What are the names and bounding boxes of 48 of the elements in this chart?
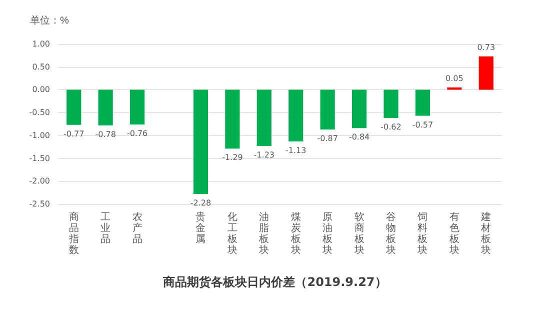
data-label: -0.77: [64, 129, 84, 138]
data-label: -1.29: [222, 153, 243, 162]
bar: [384, 90, 398, 118]
bar: [288, 90, 304, 142]
bar: [66, 90, 82, 125]
data-label: -0.84: [348, 132, 370, 142]
data-label: 0.73: [477, 42, 496, 52]
data-label: -0.57: [412, 120, 434, 130]
y-tick-label: -2.00: [29, 176, 50, 186]
bar: [130, 90, 145, 124]
bar: [225, 90, 240, 149]
x-tick-label: 有色板块: [448, 211, 460, 256]
y-tick-label: 0.50: [32, 62, 50, 72]
x-tick-label: 商品指数: [68, 211, 79, 256]
bar: [256, 90, 272, 146]
data-label: -0.87: [317, 134, 338, 143]
bar: [320, 90, 335, 130]
x-tick-label: 油脂板块: [258, 211, 270, 256]
bar: [478, 56, 494, 90]
data-label: -0.76: [126, 128, 148, 138]
y-tick-label: 0.00: [32, 85, 50, 94]
x-tick-label: 工业品: [100, 212, 111, 245]
data-label: -1.23: [254, 150, 274, 160]
y-tick-label: -1.50: [29, 154, 50, 163]
data-label: -1.13: [286, 146, 306, 155]
x-tick-label: 软商板块: [353, 211, 364, 256]
y-tick-label: -2.50: [29, 200, 50, 208]
bar: [193, 90, 208, 194]
data-label: -0.78: [95, 130, 116, 139]
x-tick-label: 贵金属: [196, 211, 206, 245]
x-tick-label: 农产品: [132, 212, 142, 245]
x-tick-label: 原油板块: [322, 212, 333, 256]
text: 单位：%: [30, 14, 69, 26]
data-label: -0.62: [380, 122, 402, 132]
x-tick-label: 煤炭板块: [290, 211, 301, 256]
x-tick-label: 谷物板块: [385, 211, 396, 256]
y-tick-label: 1.00: [32, 40, 50, 48]
y-tick-label: -0.50: [29, 108, 50, 118]
bar: [352, 90, 367, 128]
x-tick-label: 饲料板块: [416, 212, 428, 256]
x-tick-label: 化工板块: [226, 211, 238, 256]
text: 商品期货各板块日内价差（2019.9.27）: [162, 275, 387, 289]
bar: [98, 90, 113, 126]
data-label: -2.28: [190, 198, 212, 208]
x-tick-label: 建材板块: [480, 211, 492, 256]
y-tick-label: -1.00: [29, 130, 50, 140]
bar: [415, 90, 430, 116]
data-label: 0.05: [446, 74, 464, 83]
